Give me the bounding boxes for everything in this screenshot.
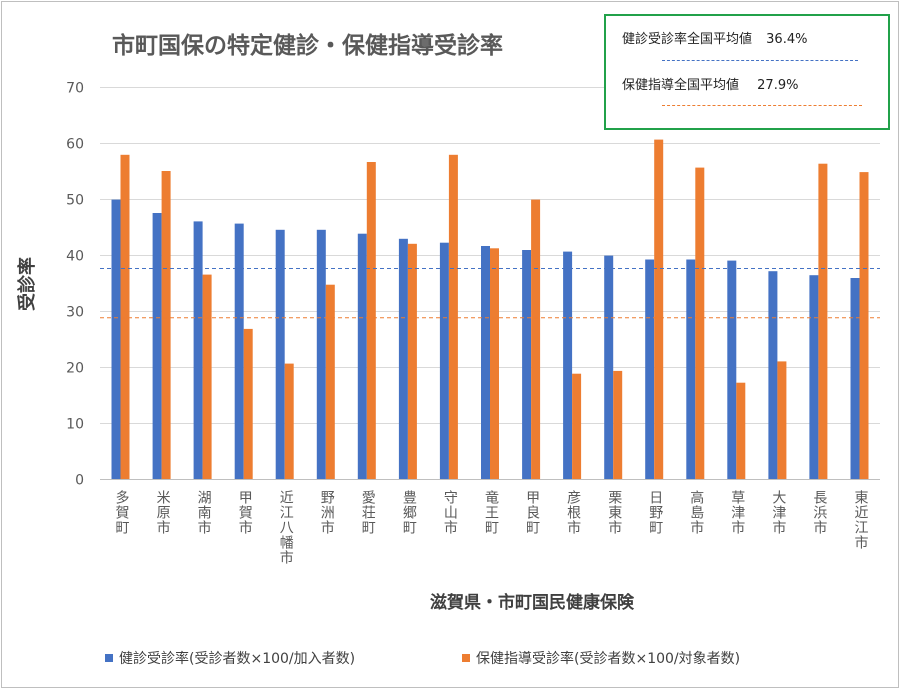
bar-kenshin [316, 229, 326, 479]
bar-shido [613, 370, 623, 479]
kenshin-average-label: 健診受診率全国平均値 [622, 32, 753, 47]
kenshin-average-sample-line [662, 60, 858, 61]
bar-shido [736, 382, 746, 479]
x-tick-label: 野洲市 [319, 490, 335, 535]
kenshin-average-text: 健診受診率全国平均値 36.4% [622, 28, 807, 47]
x-tick-label: 米原市 [155, 490, 171, 535]
bar-kenshin [850, 278, 860, 479]
y-tick-label: 10 [66, 417, 84, 433]
bar-shido [531, 199, 541, 479]
y-tick-label: 60 [66, 137, 84, 153]
y-tick-label: 50 [66, 193, 84, 209]
bar-shido [202, 274, 212, 479]
bar-kenshin [193, 221, 203, 479]
x-tick-label: 高島市 [688, 489, 704, 535]
bar-shido [407, 243, 417, 479]
x-tick-label: 栗東市 [606, 490, 622, 535]
legend-label-shido: 保健指導受診率(受診者数×100/対象者数) [476, 651, 741, 667]
x-tick-label: 守山市 [442, 490, 458, 535]
x-tick-label: 東近江市 [853, 490, 869, 550]
y-tick-label: 30 [66, 305, 84, 321]
bar-kenshin [645, 259, 655, 479]
y-tick-label: 0 [75, 473, 84, 489]
x-tick-label: 彦根市 [565, 490, 581, 535]
bar-shido [490, 248, 499, 479]
bar-shido [161, 171, 171, 479]
legend-item-kenshin: 健診受診率(受診者数×100/加入者数) [105, 648, 355, 668]
kenshin-average-value: 36.4% [766, 32, 808, 47]
legend-label-kenshin: 健診受診率(受診者数×100/加入者数) [119, 651, 356, 667]
bar-kenshin [481, 246, 490, 479]
x-tick-label: 草津市 [729, 490, 745, 535]
bar-kenshin [522, 250, 532, 479]
shido-average-text: 保健指導全国平均値 27.9% [622, 74, 798, 93]
bar-kenshin [686, 259, 696, 479]
bar-kenshin [234, 223, 244, 479]
x-tick-label: 大津市 [770, 490, 786, 535]
bar-kenshin [152, 213, 162, 479]
legend-swatch-shido [462, 654, 470, 662]
bar-kenshin [563, 251, 573, 479]
x-tick-label: 竜王町 [483, 489, 499, 535]
bar-kenshin [809, 275, 819, 479]
x-tick-label: 多賀町 [114, 489, 130, 535]
legend-swatch-kenshin [105, 654, 113, 662]
bar-kenshin [275, 229, 285, 479]
y-tick-label: 40 [66, 249, 84, 265]
y-tick-label: 20 [66, 361, 84, 377]
shido-average-value: 27.9% [757, 78, 799, 93]
x-tick-label: 愛荘町 [360, 490, 376, 535]
bar-shido [859, 172, 869, 479]
bar-shido [243, 328, 253, 479]
bar-shido [325, 284, 335, 479]
x-tick-label: 長浜市 [811, 490, 827, 535]
x-tick-label: 近江八幡市 [278, 490, 294, 565]
bar-kenshin [111, 199, 121, 479]
bar-shido [695, 167, 705, 479]
national-average-box: 健診受診率全国平均値 36.4% 保健指導全国平均値 27.9% [604, 14, 890, 130]
x-tick-label: 豊郷町 [401, 490, 417, 535]
bar-shido [777, 361, 787, 479]
bar-shido [654, 139, 664, 479]
bar-kenshin [604, 255, 614, 479]
shido-average-label: 保健指導全国平均値 [622, 78, 740, 93]
bar-shido [120, 154, 130, 480]
chart-title: 市町国保の特定健診・保健指導受診率 [112, 33, 503, 59]
x-tick-label: 甲良町 [524, 490, 540, 535]
bar-kenshin [398, 238, 408, 479]
bar-kenshin [439, 242, 449, 479]
bar-shido [448, 154, 458, 480]
bar-shido [366, 162, 376, 479]
x-tick-label: 湖南市 [196, 490, 212, 535]
x-axis-label: 滋賀県・市町国民健康保険 [430, 593, 634, 613]
bar-kenshin [727, 260, 737, 479]
bar-shido [818, 163, 828, 479]
x-tick-label: 日野町 [647, 490, 663, 535]
bar-kenshin [768, 271, 778, 479]
legend-item-shido: 保健指導受診率(受診者数×100/対象者数) [462, 648, 740, 668]
bar-shido [284, 363, 294, 479]
shido-average-sample-line [662, 105, 862, 106]
x-tick-label: 甲賀市 [237, 490, 253, 535]
bar-kenshin [357, 233, 367, 479]
bar-shido [572, 373, 582, 479]
y-tick-label: 70 [66, 81, 84, 97]
